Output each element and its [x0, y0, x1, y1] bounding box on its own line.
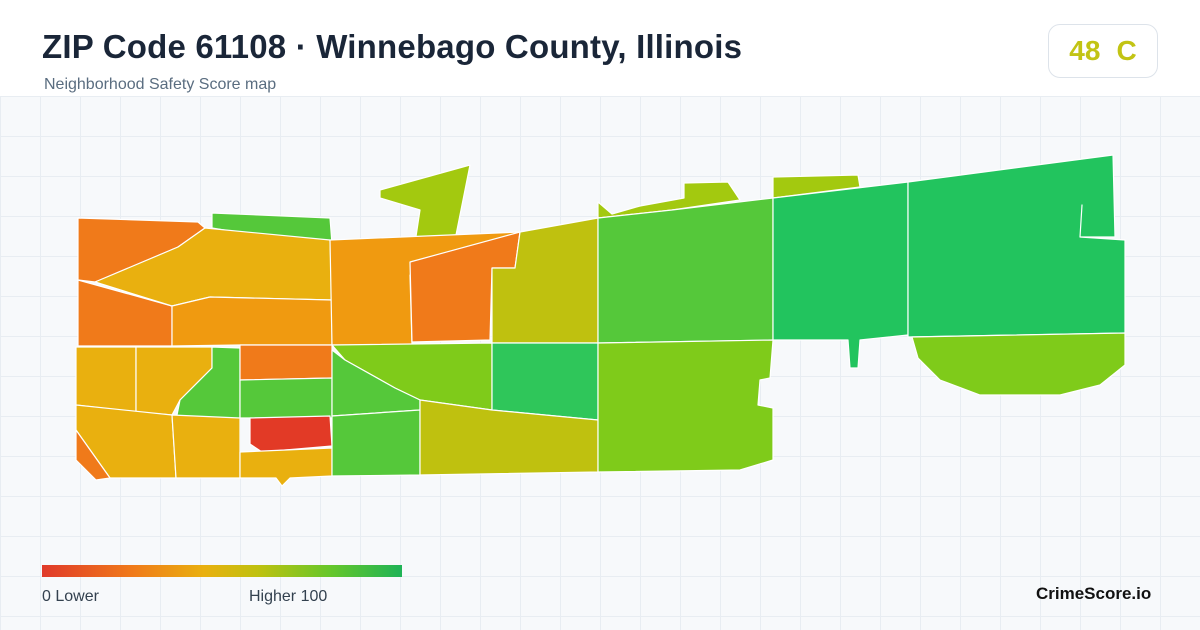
- region-ne-far-green[interactable]: [907, 154, 1126, 338]
- score-value: 48: [1069, 35, 1101, 66]
- region-north-tab[interactable]: [772, 174, 861, 199]
- brand-logo-text[interactable]: CrimeScore.io: [1036, 584, 1152, 603]
- region-w-green-band[interactable]: [239, 377, 333, 419]
- region-sw-mid[interactable]: [171, 414, 241, 479]
- region-w-mid-band[interactable]: [171, 296, 333, 347]
- region-se-lime[interactable]: [911, 332, 1126, 396]
- legend-color-scale: [42, 565, 402, 577]
- score-grade: C: [1116, 35, 1137, 66]
- region-e-lime-large[interactable]: [597, 339, 774, 473]
- legend-high-label: Higher 100: [249, 588, 328, 605]
- region-sw-corner[interactable]: [75, 429, 111, 481]
- safety-score-badge: 48 C: [1048, 24, 1158, 78]
- region-north-lobe[interactable]: [379, 164, 471, 244]
- region-ne-green[interactable]: [772, 181, 909, 369]
- region-s-orange[interactable]: [239, 447, 333, 487]
- region-center-emerald[interactable]: [491, 342, 599, 421]
- header: ZIP Code 61108 · Winnebago County, Illin…: [0, 0, 1200, 96]
- region-red-hotspot[interactable]: [249, 415, 333, 453]
- page-subtitle: Neighborhood Safety Score map: [44, 76, 277, 93]
- region-s-green[interactable]: [331, 409, 421, 477]
- legend-low-label: 0 Lower: [42, 588, 99, 605]
- page-title: ZIP Code 61108 · Winnebago County, Illin…: [42, 28, 743, 65]
- region-w-orange-band[interactable]: [239, 344, 333, 381]
- region-sw-left[interactable]: [75, 404, 177, 479]
- region-e-green-large[interactable]: [597, 197, 774, 344]
- region-w-lower-left[interactable]: [75, 346, 137, 413]
